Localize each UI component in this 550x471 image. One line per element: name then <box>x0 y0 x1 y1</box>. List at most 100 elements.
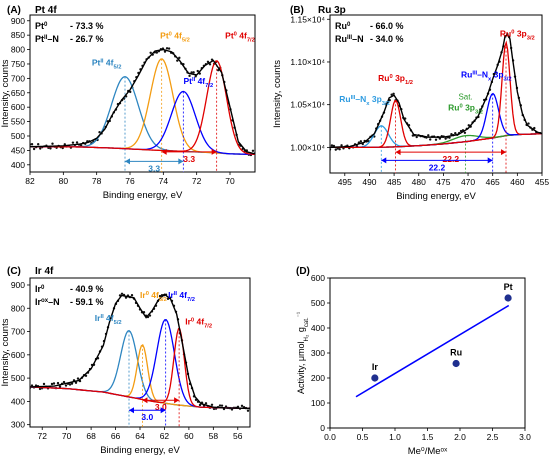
data-point <box>51 142 54 145</box>
panel-letter: (C) <box>7 266 21 277</box>
y-tick-label: 400 <box>11 396 25 406</box>
x-tick-label: 76 <box>125 176 135 186</box>
data-point <box>218 404 222 407</box>
data-point <box>42 382 46 386</box>
composition-value: - 34.0 % <box>370 34 404 44</box>
arrowhead-left <box>381 157 387 164</box>
composition-value: - 40.9 % <box>70 284 104 294</box>
data-point <box>64 384 68 387</box>
data-point <box>74 381 78 384</box>
data-point <box>39 147 42 150</box>
data-point <box>50 382 54 386</box>
peak-label: IrII 4f7/2 <box>168 290 195 303</box>
y-tick-label: 900 <box>11 280 25 290</box>
x-tick-label: 470 <box>461 177 475 187</box>
y-tick-label: 1.05×10⁴ <box>290 100 325 110</box>
data-point <box>204 402 208 405</box>
data-point <box>30 143 32 146</box>
splitting-label: 22.2 <box>429 162 446 172</box>
data-point <box>212 407 216 411</box>
peak-label: RuIII–Nx 3p3/2 <box>461 69 512 82</box>
peak-label: Ru0 3p1/2 <box>378 73 413 86</box>
arrowhead-left <box>129 407 134 414</box>
data-point <box>415 135 418 139</box>
data-point <box>56 381 60 385</box>
plot-frame <box>329 14 543 174</box>
y-tick-label: 650 <box>11 88 25 98</box>
panel-b: (B) Ru 3p 495 490 485 480 475 470 465 460 455 1.00×… <box>272 5 549 202</box>
y-tick-label: 1.15×10⁴ <box>290 14 325 24</box>
y-tick-label: 450 <box>11 145 25 155</box>
data-point <box>32 147 36 151</box>
data-point <box>208 63 212 66</box>
x-tick-label: 66 <box>111 431 121 441</box>
y-tick-label: 1.10×10⁴ <box>290 57 325 67</box>
data-point <box>120 292 124 295</box>
composition-value: - 59.1 % <box>70 297 104 307</box>
data-point <box>176 59 179 62</box>
data-point <box>338 148 341 151</box>
data-point <box>68 383 72 386</box>
x-tick-label: 1.0 <box>389 432 401 442</box>
x-tick-label: 1.5 <box>422 432 434 442</box>
scatter-point <box>452 359 460 368</box>
data-point <box>188 74 191 78</box>
arrowhead-left <box>125 158 130 165</box>
x-tick-label: 2.5 <box>487 432 499 442</box>
data-point <box>340 144 343 147</box>
y-tick-label: 800 <box>11 303 25 313</box>
data-point <box>178 56 181 60</box>
x-tick-label: 455 <box>535 177 549 187</box>
x-tick-label: 490 <box>362 177 376 187</box>
data-point <box>450 132 453 136</box>
data-point <box>148 314 152 317</box>
data-point <box>30 143 34 146</box>
panel-d: (D) 0.0 0.5 1.0 1.5 2.0 2.5 3.0 0 100 200 300 400 500… <box>296 266 532 457</box>
peak-label: Ir0 4f5/2 <box>140 290 167 303</box>
plot-frame <box>329 277 526 429</box>
data-point <box>330 144 334 147</box>
x-tick-label: 82 <box>25 176 35 186</box>
panel-letter: (B) <box>290 5 304 16</box>
x-tick-label: 78 <box>92 176 102 186</box>
arrowhead-left <box>161 148 167 155</box>
plot-area: 3.3 3.3 <box>30 47 255 172</box>
composition-value: - 66.0 % <box>370 21 404 31</box>
x-axis-label: Binding energy, eV <box>103 190 183 201</box>
peak-label: PtII 4f5/2 <box>92 57 122 70</box>
panel-letter: (D) <box>296 266 310 277</box>
x-tick-label: 72 <box>37 431 47 441</box>
x-tick-label: 0.5 <box>357 432 369 442</box>
y-tick-label: 500 <box>11 373 25 383</box>
x-tick-label: 3.0 <box>519 432 531 442</box>
arrowhead-right <box>160 407 166 414</box>
component-peak <box>330 40 542 149</box>
peak-label: Ru0 3p3/2 <box>448 103 483 116</box>
splitting-label: 3.0 <box>155 402 167 412</box>
envelope-line <box>30 293 250 410</box>
data-point <box>130 294 134 297</box>
peak-label: PtII 4f7/2 <box>184 76 214 89</box>
data-point <box>533 126 536 130</box>
x-tick-label: 70 <box>62 431 72 441</box>
x-tick-label: 70 <box>225 176 235 186</box>
data-point <box>438 137 442 140</box>
peak-label: Pt0 4f5/2 <box>160 31 190 44</box>
y-tick-label: 700 <box>11 73 25 83</box>
x-tick-label: 68 <box>86 431 96 441</box>
y-tick-label: 750 <box>11 59 25 69</box>
envelope-line <box>330 33 542 149</box>
component-peak <box>30 76 255 156</box>
plot-area: 22.222.2 <box>330 32 542 173</box>
composition-label: PtII–N <box>35 34 59 45</box>
data-point <box>230 408 234 411</box>
data-point <box>454 132 457 135</box>
splitting-label: 22.2 <box>443 154 460 164</box>
data-point <box>70 382 74 385</box>
data-point <box>76 377 80 380</box>
data-point <box>246 409 250 412</box>
y-tick-label: 600 <box>311 273 325 283</box>
arrowhead-right <box>211 148 217 155</box>
peak-label-prefix: Sat. <box>458 93 472 102</box>
y-tick-label: 400 <box>11 160 25 170</box>
